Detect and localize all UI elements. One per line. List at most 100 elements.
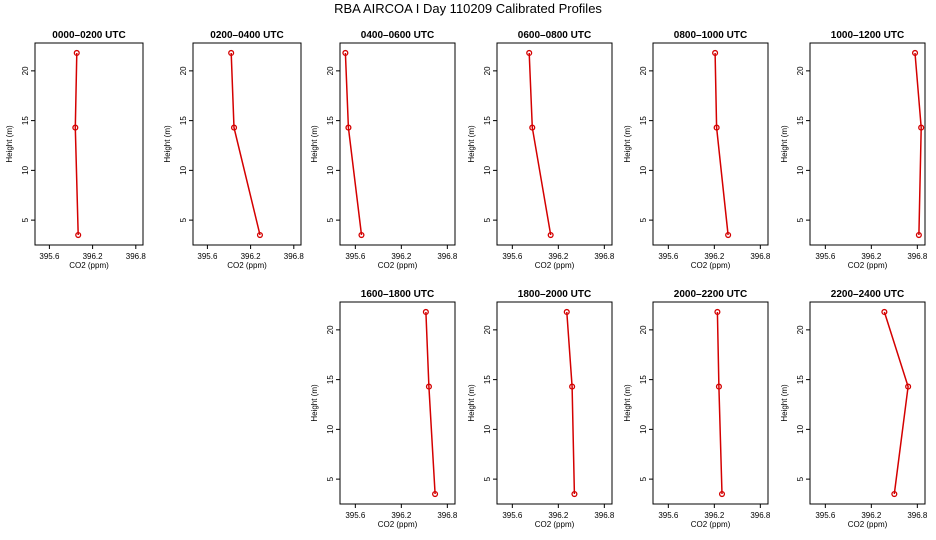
x-tick-label: 396.8 [594,252,615,261]
plot-frame [809,42,926,246]
data-point [712,49,719,57]
y-tick-label: 20 [483,66,492,75]
x-axis-label: CO2 (ppm) [691,520,731,529]
x-axis-label: CO2 (ppm) [69,261,109,270]
chart-panel: 2000–2200 UTC 395.6 396.2 396.8 5 10 15 20 CO2 (… [623,289,771,529]
data-point [911,49,919,57]
plot-frame [496,42,613,246]
y-axis-label: Height (m) [780,384,789,422]
y-tick-label: 5 [483,217,492,222]
data-point [563,308,570,316]
chart-panel: 0600–0800 UTC 395.6 396.2 396.8 5 10 15 20 CO2 (… [467,30,615,270]
y-tick-label: 5 [483,476,492,481]
data-point [228,49,235,57]
data-point [358,231,365,239]
y-tick-label: 10 [326,424,335,433]
y-tick-label: 10 [639,165,648,174]
series-line [566,311,576,495]
data-point [230,124,238,131]
y-tick-label: 15 [483,375,492,384]
x-tick-label: 395.6 [197,252,218,261]
series-line [716,311,723,495]
panel-title: 1600–1800 UTC [361,289,434,300]
x-tick-label: 396.2 [861,252,882,261]
panel-title: 0000–0200 UTC [52,30,125,41]
x-axis-label: CO2 (ppm) [848,520,888,529]
x-tick-label: 395.6 [815,511,836,520]
series-line [714,52,729,236]
series-line [344,52,363,236]
y-tick-label: 15 [326,375,335,384]
y-tick-label: 5 [796,217,805,222]
series-line [883,311,909,495]
x-axis-label: CO2 (ppm) [691,261,731,270]
data-point [345,124,352,131]
panel-title: 1800–2000 UTC [518,289,591,300]
panel-title: 0800–1000 UTC [674,30,747,41]
y-tick-label: 20 [326,66,335,75]
y-tick-label: 15 [639,116,648,125]
x-tick-label: 395.6 [658,511,679,520]
panel-title: 2200–2400 UTC [831,289,904,300]
x-tick-label: 395.6 [502,511,523,520]
plot-frame [496,301,613,505]
series-line [74,52,79,236]
y-axis-label: Height (m) [5,125,14,163]
y-axis-label: Height (m) [467,384,476,422]
chart-panel: 1800–2000 UTC 395.6 396.2 396.8 5 10 15 20 CO2 (… [467,289,615,529]
y-tick-label: 20 [639,325,648,334]
y-tick-label: 5 [326,476,335,481]
data-point [715,383,722,390]
y-tick-label: 5 [21,217,30,222]
x-tick-label: 396.8 [907,252,928,261]
y-tick-label: 15 [326,116,335,125]
x-tick-label: 395.6 [815,252,836,261]
panel-title: 2000–2200 UTC [674,289,747,300]
chart-panel: 0000–0200 UTC 395.6 396.2 396.8 5 10 15 20 CO2 (… [5,30,146,270]
y-tick-label: 10 [326,165,335,174]
x-axis-label: CO2 (ppm) [378,261,418,270]
plot-frame [192,42,302,246]
y-tick-label: 10 [796,424,805,433]
x-tick-label: 396.2 [704,511,725,520]
data-point [73,49,80,57]
x-tick-label: 396.8 [437,511,458,520]
x-tick-label: 396.2 [241,252,262,261]
x-tick-label: 396.2 [548,511,569,520]
y-axis-label: Height (m) [623,125,632,163]
x-tick-label: 395.6 [345,252,366,261]
y-axis-label: Height (m) [163,125,172,163]
y-axis-label: Height (m) [310,125,319,163]
chart-panel: 1000–1200 UTC 395.6 396.2 396.8 5 10 15 20 CO2 (… [780,30,928,270]
y-tick-label: 5 [796,476,805,481]
x-tick-label: 396.2 [83,252,104,261]
series-line [425,311,436,495]
x-tick-label: 396.2 [391,252,412,261]
y-tick-label: 5 [639,217,648,222]
y-axis-label: Height (m) [310,384,319,422]
y-tick-label: 15 [796,116,805,125]
y-tick-label: 15 [483,116,492,125]
y-tick-label: 20 [326,325,335,334]
x-tick-label: 396.2 [704,252,725,261]
chart-panel: 1600–1800 UTC 395.6 396.2 396.8 5 10 15 20 CO2 (… [310,289,458,529]
x-tick-label: 395.6 [658,252,679,261]
panel-title: 0200–0400 UTC [210,30,283,41]
y-tick-label: 20 [639,66,648,75]
chart-panel: 0200–0400 UTC 395.6 396.2 396.8 5 10 15 20 CO2 (… [163,30,304,270]
x-axis-label: CO2 (ppm) [227,261,267,270]
data-point [529,124,536,131]
x-tick-label: 396.8 [126,252,147,261]
y-tick-label: 10 [21,165,30,174]
x-tick-label: 396.8 [284,252,305,261]
plot-frame [652,301,769,505]
y-tick-label: 10 [483,165,492,174]
y-tick-label: 20 [21,66,30,75]
x-tick-label: 396.2 [548,252,569,261]
x-tick-label: 395.6 [502,252,523,261]
plot-frame [809,301,926,505]
panel-title: 0600–0800 UTC [518,30,591,41]
data-point [342,49,349,57]
data-point [918,124,925,131]
